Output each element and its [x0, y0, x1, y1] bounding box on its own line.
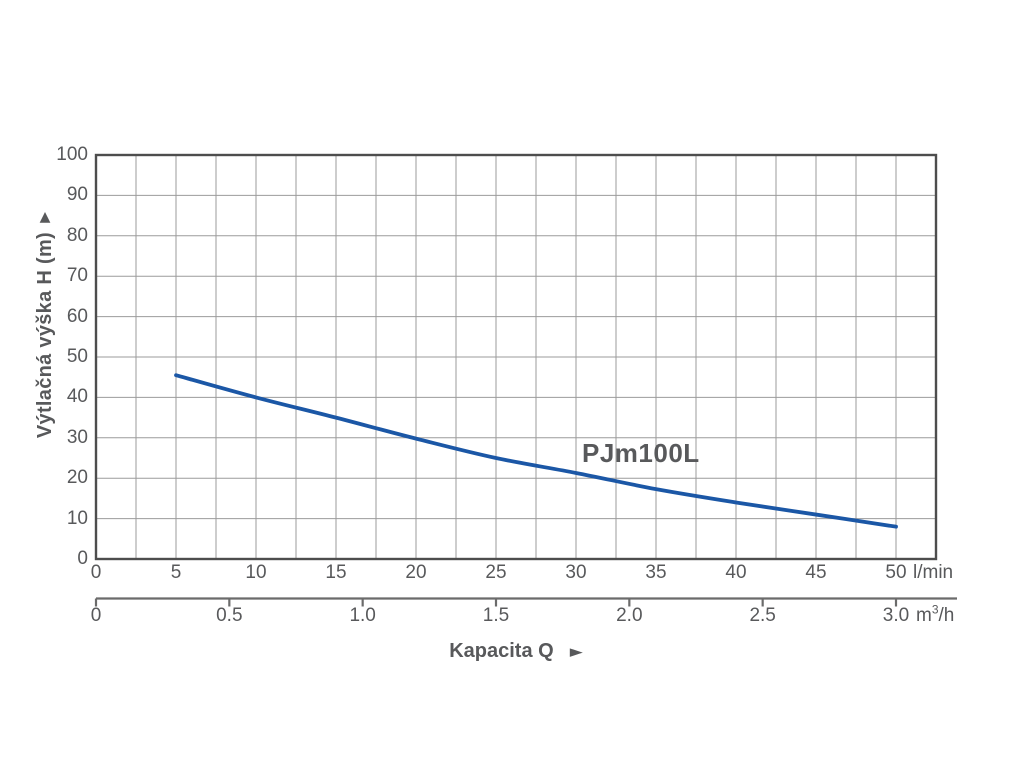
y-tick-label-20: 20 — [66, 467, 88, 489]
y-tick-label-30: 30 — [66, 426, 88, 448]
x-axis-unit-label: l/min — [913, 562, 954, 583]
x2-tick-label-0.5: 0.5 — [216, 605, 243, 626]
x2-unit-superscript: 3 — [931, 602, 939, 617]
y-tick-label-80: 80 — [66, 224, 88, 246]
x-axis-title-group: Kapacita Q ► — [96, 640, 936, 663]
x-tick-label-45: 45 — [805, 562, 827, 583]
x2-tick-label-2.0: 2.0 — [616, 605, 643, 626]
x-tick-label-15: 15 — [325, 562, 347, 583]
x2-tick-label-2.5: 2.5 — [749, 605, 776, 626]
x-tick-label-50: 50 — [885, 562, 907, 583]
plot-border — [94, 153, 938, 561]
x-tick-label-40: 40 — [725, 562, 747, 583]
y-tick-label-40: 40 — [66, 386, 88, 408]
x2-tick-label-1.0: 1.0 — [349, 605, 376, 626]
y-tick-label-90: 90 — [66, 184, 88, 206]
x2-axis-unit-label: m3/h — [916, 602, 955, 626]
x2-unit-rest: /h — [938, 605, 955, 626]
x2-tick-label-1.5: 1.5 — [482, 605, 510, 626]
x2-tick-label-3.0: 3.0 — [882, 605, 910, 626]
x-tick-label-0: 0 — [90, 562, 102, 583]
x-tick-label-10: 10 — [245, 562, 267, 583]
y-tick-label-10: 10 — [66, 507, 88, 529]
x2-tick-label-0: 0 — [90, 605, 102, 626]
y-tick-label-60: 60 — [66, 305, 88, 327]
x-tick-label-30: 30 — [565, 562, 587, 583]
series-label-pjm100l: PJm100L — [582, 438, 700, 468]
y-tick-label-0: 0 — [77, 548, 88, 569]
y-axis-up-arrow-icon: ▲ — [39, 209, 51, 225]
x-tick-label-5: 5 — [170, 562, 182, 583]
x-tick-label-20: 20 — [405, 562, 427, 583]
pump-curve-PJm100L — [174, 373, 898, 529]
x-axis-right-arrow-icon: ► — [569, 641, 583, 662]
x-axis-title: Kapacita Q — [449, 640, 554, 662]
y-tick-label-50: 50 — [66, 346, 88, 367]
y-tick-label-100: 100 — [56, 144, 88, 165]
x-tick-label-25: 25 — [485, 562, 507, 583]
y-axis-title-group: ▲ Výtlačná výška H (m) — [24, 210, 66, 470]
x-tick-label-35: 35 — [645, 562, 667, 583]
x2-unit-base: m — [916, 605, 932, 626]
y-tick-label-70: 70 — [66, 265, 88, 287]
